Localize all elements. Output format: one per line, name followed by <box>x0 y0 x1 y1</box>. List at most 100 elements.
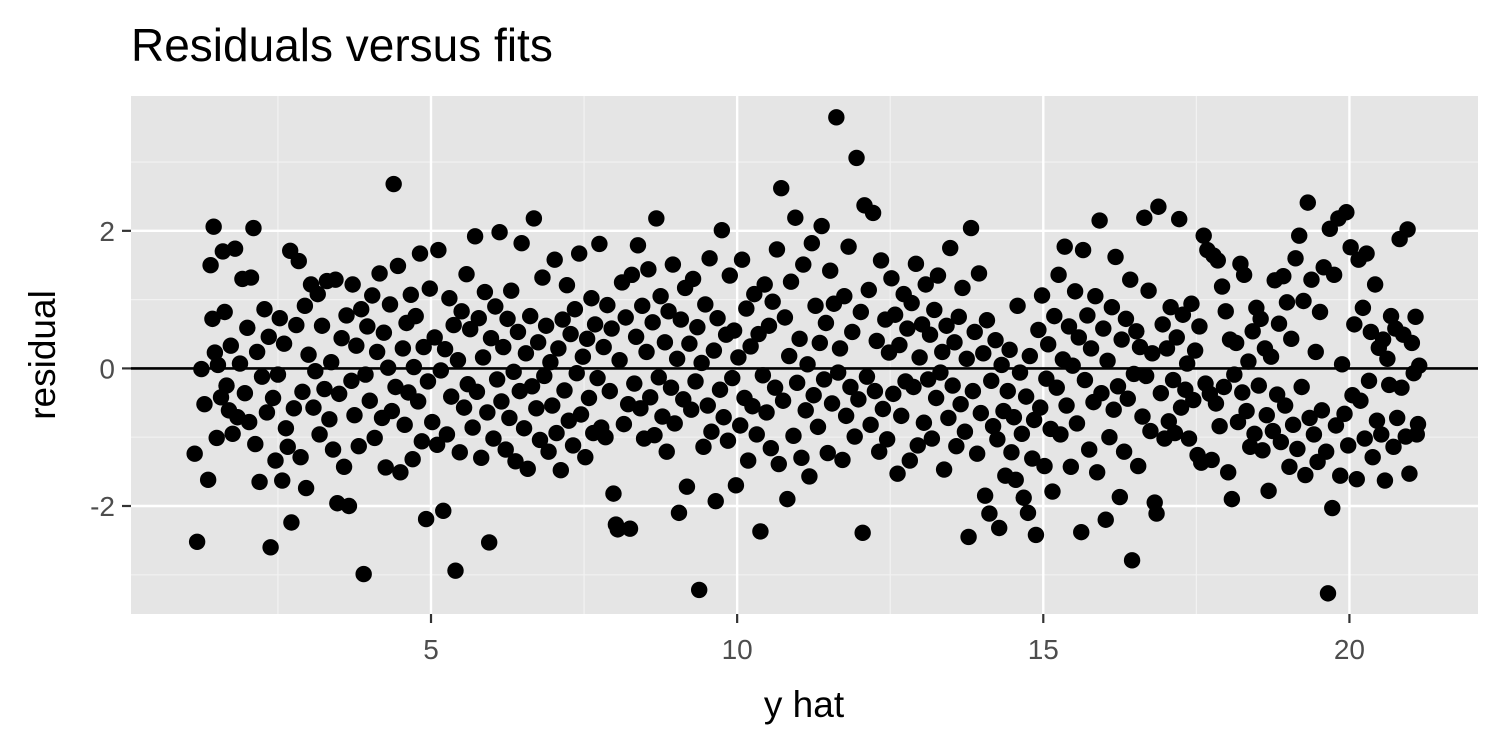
scatter-point <box>1081 441 1098 458</box>
scatter-point <box>1401 465 1418 482</box>
scatter-point <box>660 303 677 320</box>
scatter-point <box>1346 316 1363 333</box>
x-tick-label: 20 <box>1334 634 1365 665</box>
scatter-point <box>693 354 710 372</box>
scatter-point <box>595 338 612 356</box>
scatter-point <box>842 378 859 396</box>
scatter-point <box>503 282 520 299</box>
scatter-point <box>309 285 326 303</box>
scatter-point <box>296 297 314 315</box>
scatter-point <box>411 245 429 262</box>
scatter-point <box>1079 307 1096 324</box>
scatter-point <box>379 359 397 376</box>
scatter-point <box>359 318 376 335</box>
scatter-point <box>727 477 745 494</box>
scatter-point <box>558 276 576 294</box>
scatter-point <box>1162 298 1179 316</box>
scatter-point <box>987 332 1004 349</box>
scatter-point <box>560 412 577 429</box>
scatter-point <box>1226 366 1243 383</box>
scatter-point <box>1074 241 1092 259</box>
scatter-point <box>449 351 467 369</box>
scatter-point <box>860 281 877 299</box>
scatter-point <box>415 338 432 356</box>
scatter-point <box>1032 399 1049 416</box>
scatter-point <box>1164 371 1182 389</box>
scatter-point <box>1254 442 1271 459</box>
scatter-point <box>1105 401 1122 418</box>
scatter-point <box>780 347 798 365</box>
scatter-point <box>634 297 651 315</box>
scatter-point <box>934 343 951 361</box>
scatter-point <box>417 510 435 528</box>
scatter-point <box>242 269 260 286</box>
scatter-point <box>738 300 755 317</box>
scatter-point <box>662 379 680 396</box>
scatter-point <box>785 427 802 445</box>
scatter-point <box>819 444 836 462</box>
scatter-point <box>658 443 675 460</box>
scatter-point <box>285 400 303 417</box>
scatter-point <box>1209 252 1226 269</box>
scatter-point <box>989 431 1006 448</box>
scatter-point <box>1278 294 1296 311</box>
scatter-point <box>1178 355 1196 372</box>
scatter-point <box>264 389 282 407</box>
scatter-point <box>1246 425 1263 442</box>
scatter-point <box>883 270 900 287</box>
scatter-point <box>874 400 892 418</box>
scatter-point <box>1140 282 1157 299</box>
scatter-point <box>854 524 871 542</box>
scatter-point <box>568 365 585 382</box>
scatter-point <box>1299 194 1316 211</box>
scatter-point <box>768 241 786 258</box>
scatter-point <box>1382 307 1400 325</box>
scatter-point <box>396 416 413 434</box>
scatter-point <box>666 415 683 432</box>
scatter-point <box>583 290 600 307</box>
scatter-point <box>1082 340 1100 357</box>
scatter-point <box>730 349 747 366</box>
scatter-point <box>353 301 370 318</box>
scatter-point <box>1056 238 1073 255</box>
scatter-point <box>690 581 708 599</box>
scatter-point <box>432 362 450 379</box>
scatter-point <box>909 437 926 454</box>
scatter-point <box>577 448 594 466</box>
scatter-point <box>976 487 994 504</box>
scatter-point <box>837 407 855 425</box>
scatter-point <box>385 175 402 193</box>
scatter-point <box>1066 283 1084 300</box>
scatter-point <box>375 324 393 341</box>
scatter-point <box>891 336 908 354</box>
scatter-point <box>389 257 407 275</box>
scatter-point <box>701 250 718 267</box>
scatter-point <box>1339 437 1357 454</box>
y-tick-label: 0 <box>99 353 115 384</box>
scatter-point <box>795 256 812 273</box>
scatter-point <box>260 328 277 345</box>
scatter-point <box>1152 384 1170 402</box>
scatter-point <box>646 426 663 444</box>
scatter-point <box>1088 464 1106 481</box>
scatter-point <box>1013 425 1031 442</box>
scatter-point <box>929 267 947 284</box>
scatter-point <box>1411 357 1428 374</box>
scatter-point <box>703 423 720 440</box>
scatter-point <box>899 320 916 337</box>
scatter-point <box>447 562 464 579</box>
scatter-point <box>715 409 732 426</box>
scatter-point <box>797 402 814 419</box>
scatter-point <box>1295 292 1312 310</box>
scatter-point <box>774 392 792 409</box>
scatter-point <box>279 438 296 456</box>
scatter-point <box>721 267 739 284</box>
scatter-point <box>204 310 221 328</box>
scatter-point <box>556 382 573 399</box>
scatter-point <box>248 343 266 361</box>
scatter-point <box>313 317 331 334</box>
scatter-point <box>528 400 545 417</box>
scatter-point <box>404 451 421 468</box>
scatter-point <box>811 334 829 352</box>
scatter-point <box>650 369 667 386</box>
